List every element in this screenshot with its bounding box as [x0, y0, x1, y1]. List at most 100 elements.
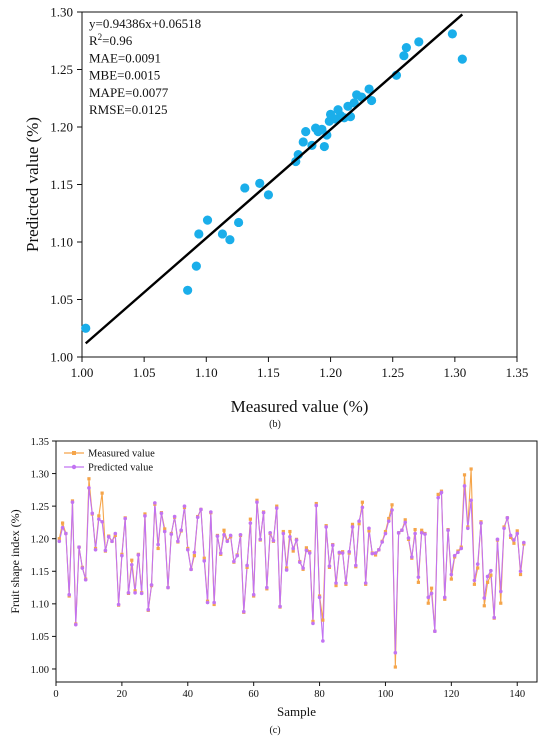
- scatter-point: [414, 37, 424, 47]
- scatter-annotation: MAPE=0.0077: [89, 85, 169, 100]
- predicted-point: [489, 568, 493, 573]
- series-line-measured: [58, 468, 525, 668]
- predicted-point: [393, 650, 398, 655]
- panel-label-c: (c): [269, 725, 280, 736]
- measured-point: [429, 586, 434, 590]
- measured-point: [485, 580, 490, 584]
- predicted-point: [466, 526, 470, 531]
- predicted-point: [436, 495, 440, 500]
- line-x-axis-label: Sample: [277, 704, 316, 719]
- predicted-point: [288, 534, 292, 539]
- scatter-y-tick-label: 1.20: [50, 120, 73, 135]
- scatter-point: [399, 51, 409, 61]
- predicted-point: [340, 551, 345, 555]
- predicted-point: [67, 592, 71, 597]
- predicted-point: [459, 546, 464, 551]
- measured-point: [393, 665, 397, 669]
- predicted-point: [462, 484, 467, 488]
- measured-point: [489, 573, 493, 577]
- predicted-point: [97, 517, 101, 521]
- predicted-point: [110, 539, 114, 544]
- line-x-tick-label: 40: [183, 689, 194, 700]
- measured-point: [482, 604, 486, 608]
- scatter-annotation: y=0.94386x+0.06518: [89, 16, 201, 31]
- predicted-point: [508, 533, 513, 538]
- predicted-point: [469, 498, 473, 503]
- measured-point: [367, 529, 371, 533]
- predicted-point: [406, 536, 411, 540]
- predicted-point: [354, 563, 358, 568]
- measured-point: [357, 522, 361, 526]
- predicted-point: [261, 510, 266, 515]
- predicted-point: [485, 574, 490, 579]
- predicted-point: [123, 516, 127, 521]
- measured-point: [245, 565, 249, 569]
- measured-point: [87, 477, 91, 481]
- predicted-point: [255, 500, 259, 505]
- predicted-point: [452, 553, 457, 558]
- predicted-point: [284, 568, 289, 572]
- predicted-point: [449, 572, 454, 577]
- legend-measured-label: Measured value: [88, 449, 155, 460]
- predicted-point: [222, 532, 226, 537]
- predicted-point: [235, 553, 239, 558]
- measured-point: [275, 504, 279, 508]
- scatter-y-tick-label: 1.15: [50, 177, 73, 192]
- predicted-point: [202, 559, 207, 563]
- measured-point: [222, 528, 226, 532]
- scatter-annotation: MAE=0.0091: [89, 50, 161, 65]
- predicted-point: [228, 533, 233, 538]
- predicted-point: [268, 531, 272, 535]
- predicted-point: [423, 532, 427, 536]
- measured-point: [387, 516, 391, 521]
- predicted-point: [133, 590, 137, 595]
- predicted-point: [225, 539, 230, 544]
- predicted-point: [113, 531, 118, 536]
- predicted-point: [360, 505, 365, 510]
- predicted-point: [232, 559, 236, 564]
- line-x-tick-label: 100: [378, 689, 394, 700]
- predicted-point: [492, 615, 496, 620]
- predicted-point: [116, 602, 121, 607]
- scatter-point: [322, 130, 332, 140]
- measured-point: [285, 566, 289, 570]
- line-y-tick-label: 1.25: [31, 502, 49, 513]
- predicted-point: [189, 567, 193, 572]
- predicted-point: [77, 545, 81, 549]
- line-x-tick-label: 140: [509, 689, 525, 700]
- measured-point: [334, 584, 338, 588]
- measured-point: [57, 537, 61, 541]
- measured-point: [143, 512, 147, 516]
- line-x-tick-label: 120: [443, 689, 459, 700]
- measured-point: [248, 517, 252, 521]
- scatter-point: [234, 217, 244, 228]
- measured-point: [436, 492, 440, 497]
- predicted-point: [199, 507, 203, 512]
- predicted-point: [70, 500, 75, 505]
- predicted-point: [383, 531, 388, 536]
- predicted-point: [304, 548, 309, 553]
- predicted-point: [149, 583, 154, 587]
- predicted-point: [390, 508, 394, 512]
- predicted-point: [258, 537, 263, 542]
- scatter-point: [255, 178, 265, 188]
- scatter-point: [447, 29, 457, 39]
- measured-point: [443, 597, 447, 601]
- series-line-predicted: [58, 485, 525, 653]
- predicted-point: [106, 534, 111, 539]
- legend-predicted-label: Predicted value: [88, 463, 153, 474]
- measured-point: [518, 572, 523, 577]
- predicted-point: [307, 551, 312, 555]
- measured-point: [383, 529, 388, 534]
- measured-point: [133, 589, 137, 593]
- predicted-point: [386, 519, 391, 523]
- measured-point: [192, 554, 196, 558]
- scatter-x-tick-label: 1.25: [381, 365, 404, 380]
- panel-label-b: (b): [269, 419, 281, 430]
- scatter-point: [457, 54, 467, 64]
- scatter-point: [81, 323, 91, 333]
- predicted-point: [297, 560, 302, 564]
- predicted-point: [446, 528, 450, 533]
- predicted-point: [327, 564, 332, 568]
- scatter-point: [301, 127, 311, 137]
